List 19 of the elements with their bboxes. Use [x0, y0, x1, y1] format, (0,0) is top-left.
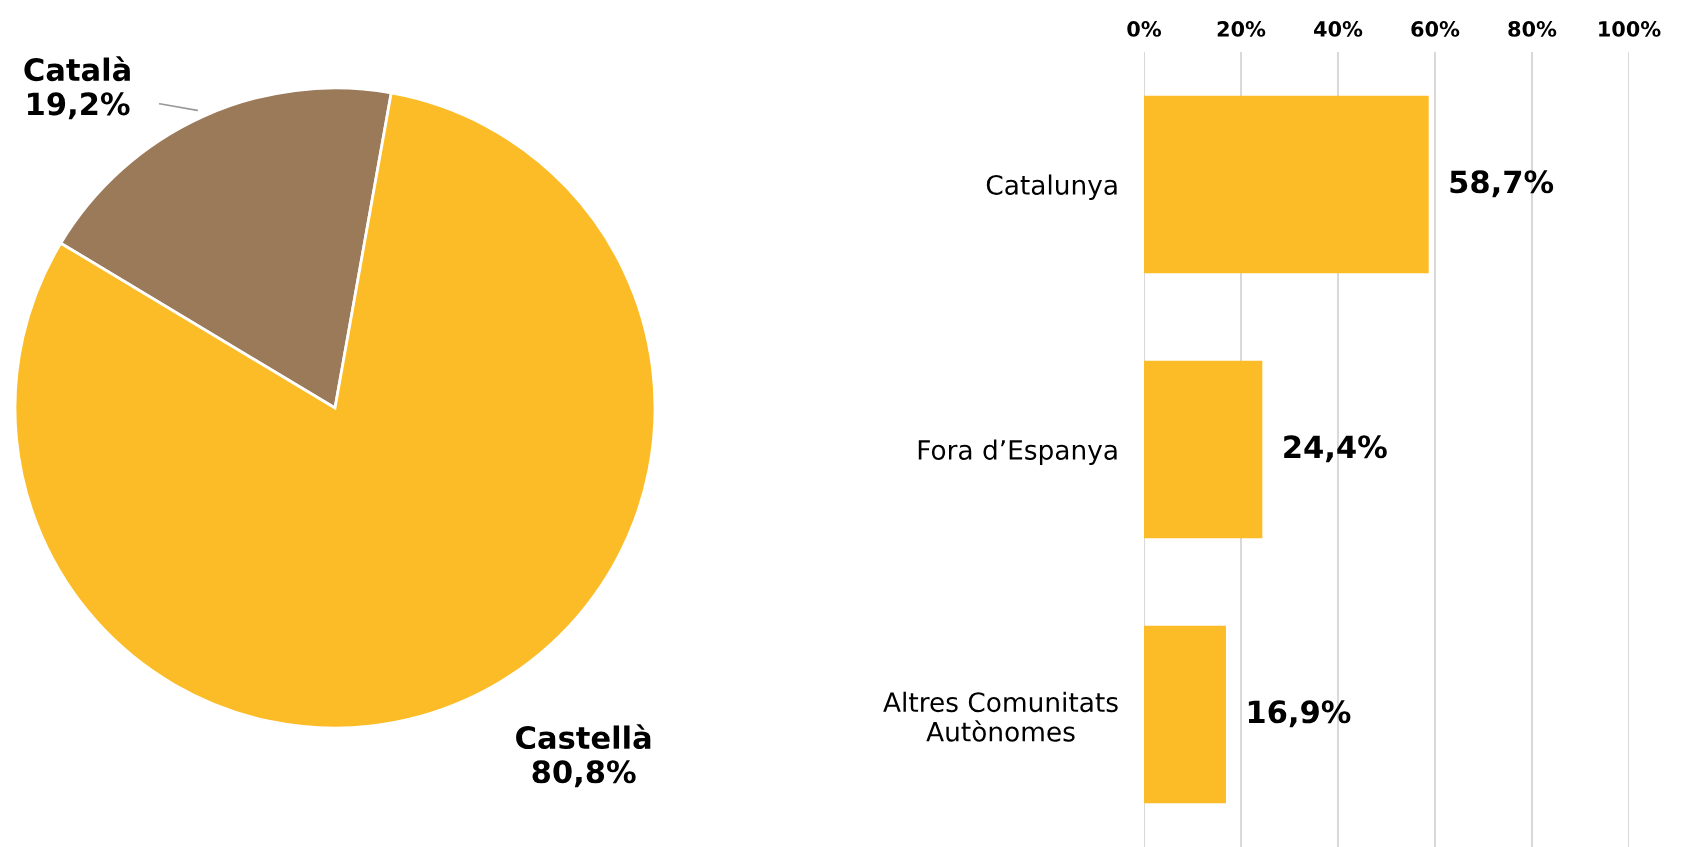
slice-label: Castellà — [516, 724, 651, 750]
data-label: 16,9% — [1248, 700, 1351, 728]
bar — [1144, 360, 1263, 539]
x-tick-label: 100% — [1599, 21, 1661, 37]
data-label: 58,7% — [1450, 170, 1554, 198]
x-tick-label: 80% — [1508, 21, 1557, 37]
y-tick-label: Catalunya — [986, 174, 1117, 201]
y-tick-label: Altres Comunitats Autònomes — [883, 691, 1118, 742]
slice-label: Català — [24, 56, 130, 82]
x-tick-label: 20% — [1217, 21, 1266, 37]
data-label: 24,4% — [1284, 435, 1387, 463]
bar — [1144, 625, 1226, 804]
data-label: 19,2% — [28, 92, 130, 120]
x-tick-label: 60% — [1411, 21, 1460, 37]
x-tick-label: 0% — [1127, 21, 1162, 37]
x-tick-label: 40% — [1314, 21, 1363, 37]
y-tick-label: Fora d’Espanya — [918, 439, 1117, 466]
data-label: 80,8% — [532, 760, 636, 788]
bar — [1144, 95, 1429, 274]
